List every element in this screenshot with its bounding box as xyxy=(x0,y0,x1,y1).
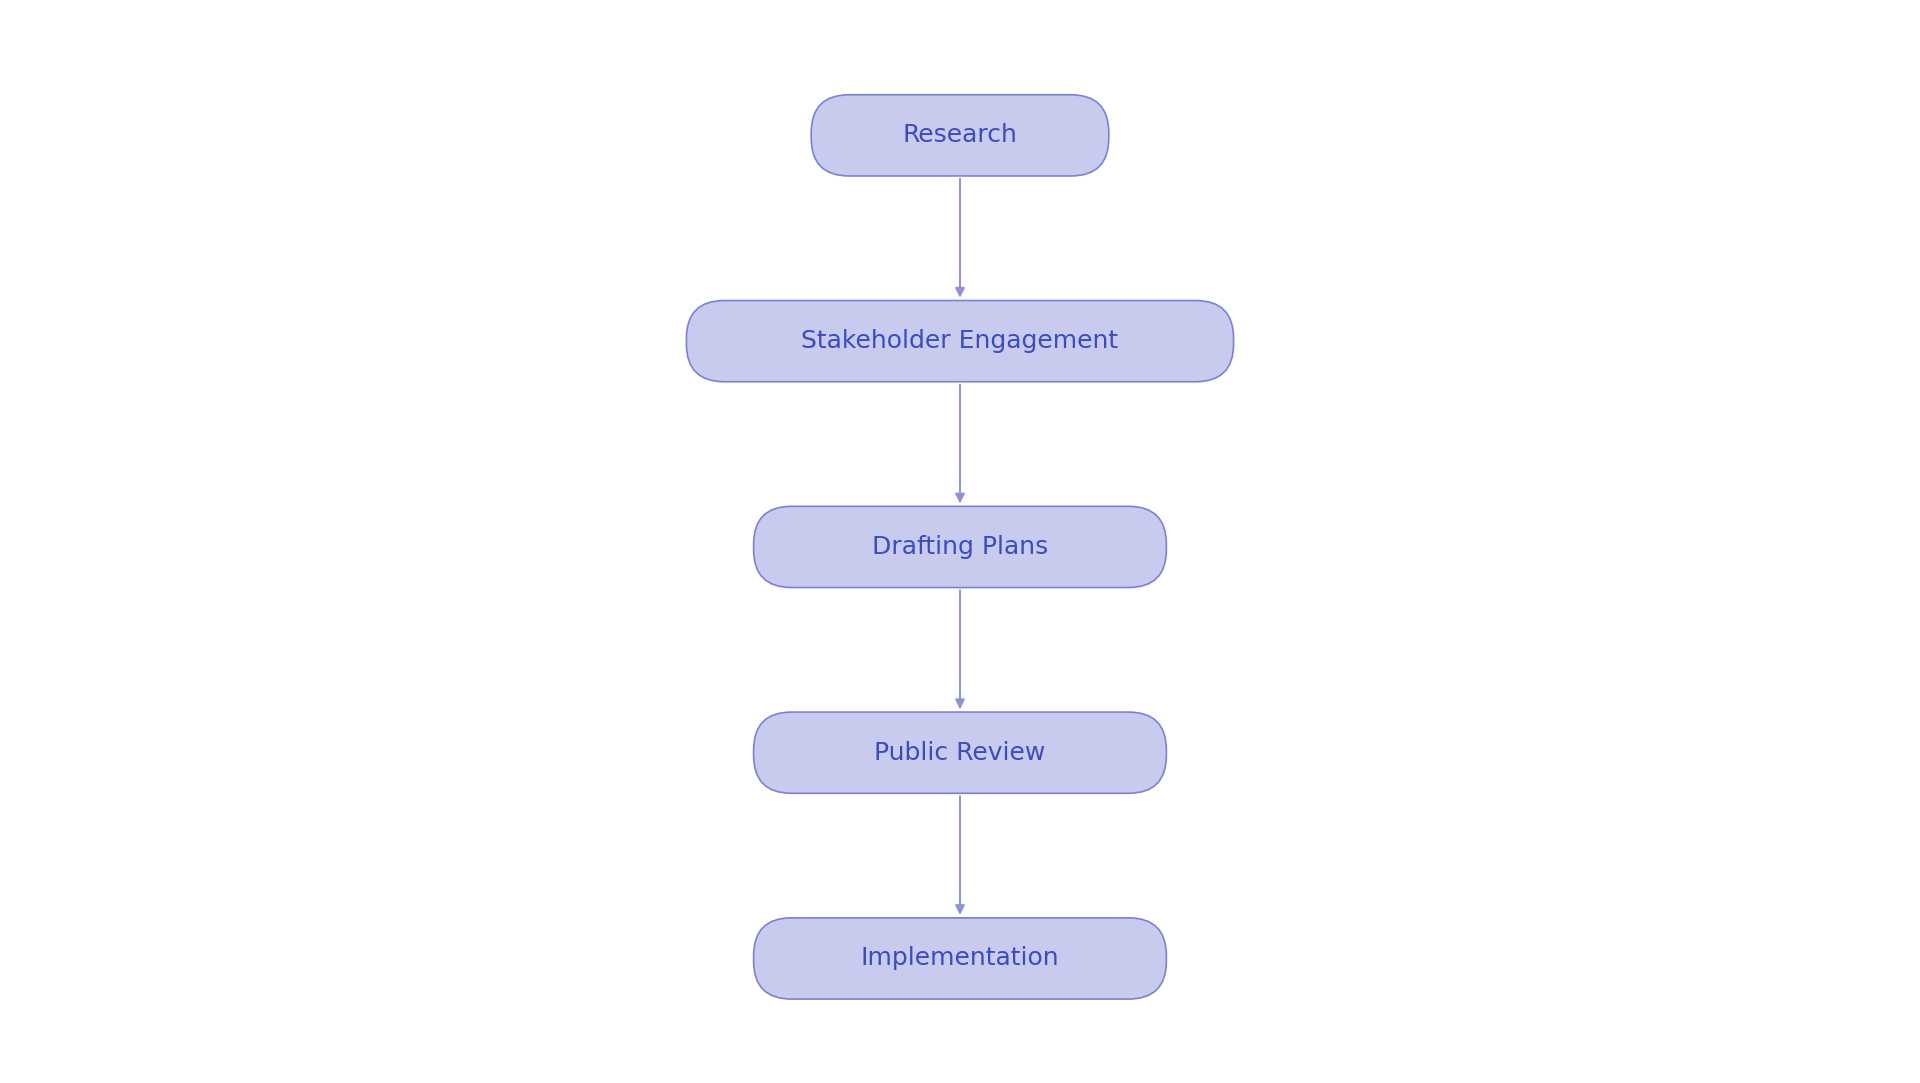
FancyBboxPatch shape xyxy=(753,918,1167,999)
Text: Research: Research xyxy=(902,123,1018,147)
FancyBboxPatch shape xyxy=(753,713,1167,793)
Text: Drafting Plans: Drafting Plans xyxy=(872,535,1048,559)
FancyBboxPatch shape xyxy=(753,507,1167,587)
FancyBboxPatch shape xyxy=(812,95,1110,175)
Text: Implementation: Implementation xyxy=(860,947,1060,970)
FancyBboxPatch shape xyxy=(687,300,1233,381)
Text: Public Review: Public Review xyxy=(874,741,1046,765)
Text: Stakeholder Engagement: Stakeholder Engagement xyxy=(801,329,1119,353)
